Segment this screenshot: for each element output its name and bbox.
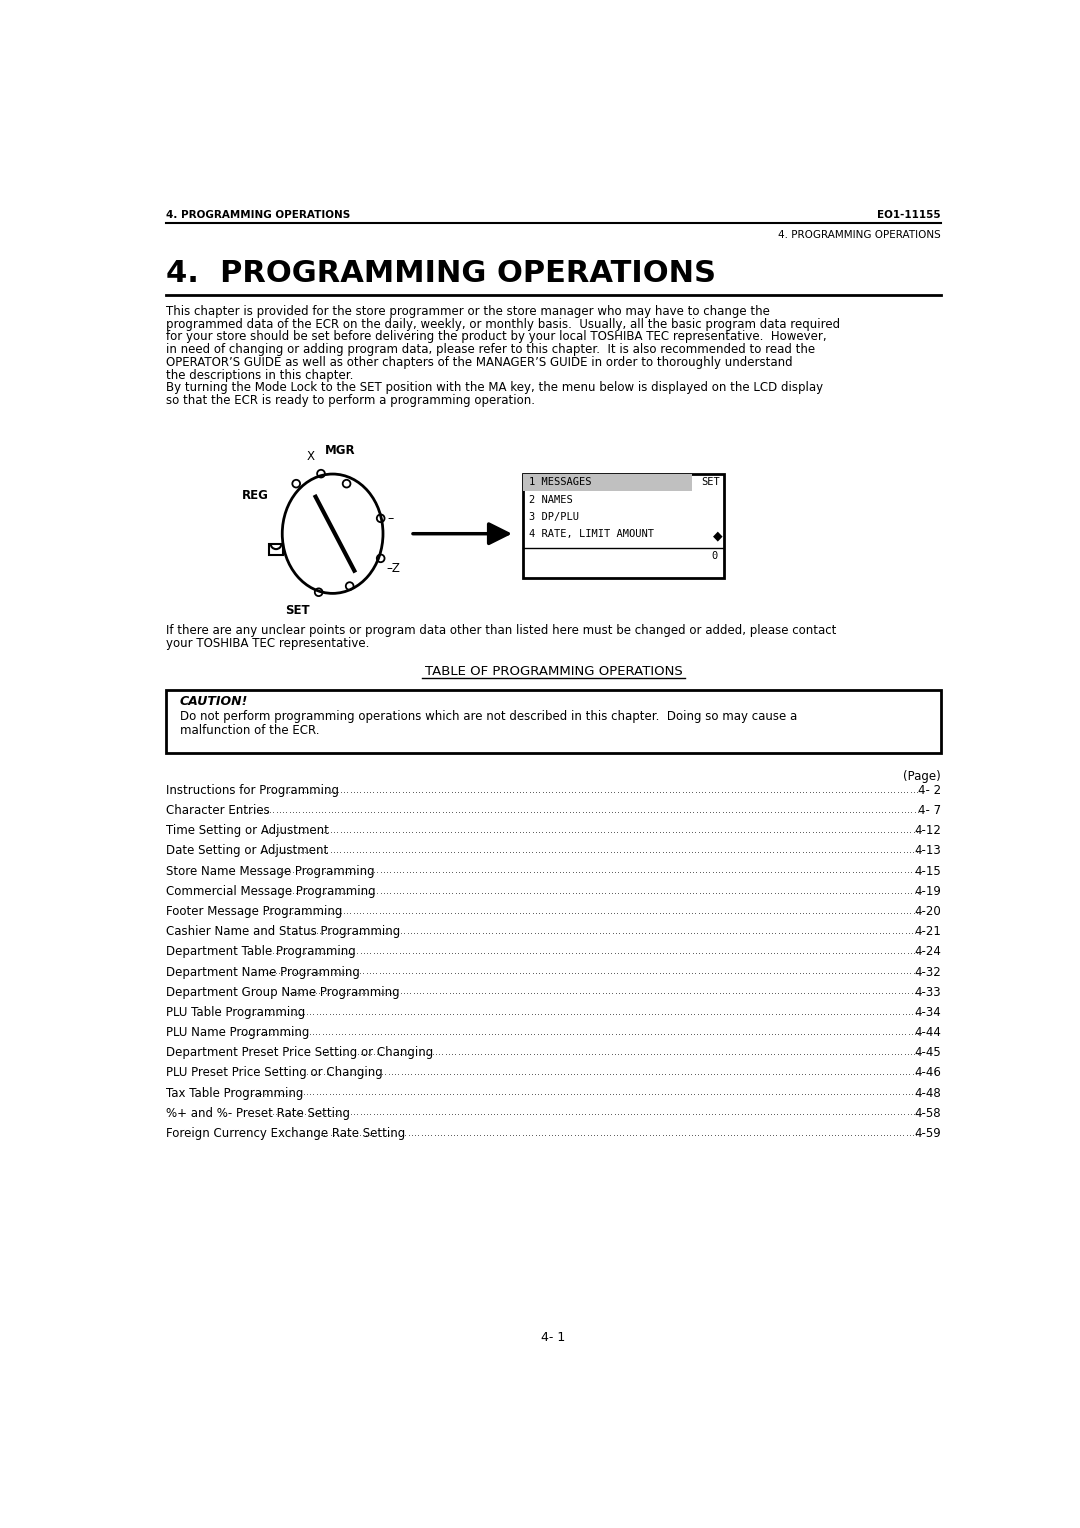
Text: Cashier Name and Status Programming: Cashier Name and Status Programming bbox=[166, 924, 401, 938]
Text: 4-12: 4-12 bbox=[914, 824, 941, 837]
Text: If there are any unclear points or program data other than listed here must be c: If there are any unclear points or progr… bbox=[166, 623, 836, 637]
Text: 4- 1: 4- 1 bbox=[541, 1331, 566, 1343]
Text: PLU Table Programming: PLU Table Programming bbox=[166, 1005, 309, 1019]
Text: –Z: –Z bbox=[387, 562, 400, 575]
Text: 4-24: 4-24 bbox=[914, 946, 941, 958]
Text: REG: REG bbox=[242, 489, 269, 501]
Text: Department Name Programming: Department Name Programming bbox=[166, 966, 360, 978]
Text: Instructions for Programming: Instructions for Programming bbox=[166, 784, 339, 798]
FancyBboxPatch shape bbox=[269, 544, 283, 555]
Text: Tax Table Programming: Tax Table Programming bbox=[166, 1086, 307, 1100]
Text: 4-15: 4-15 bbox=[915, 865, 941, 877]
Text: EO1-11155: EO1-11155 bbox=[877, 211, 941, 220]
Text: so that the ECR is ready to perform a programming operation.: so that the ECR is ready to perform a pr… bbox=[166, 394, 535, 406]
Text: 4-21: 4-21 bbox=[914, 924, 941, 938]
Text: OPERATOR’S GUIDE as well as other chapters of the MANAGER’S GUIDE in order to th: OPERATOR’S GUIDE as well as other chapte… bbox=[166, 356, 793, 368]
Text: Department Preset Price Setting or Changing: Department Preset Price Setting or Chang… bbox=[166, 1047, 437, 1059]
Text: 2 NAMES: 2 NAMES bbox=[529, 495, 572, 506]
Text: SET: SET bbox=[285, 604, 310, 617]
Text: 4.  PROGRAMMING OPERATIONS: 4. PROGRAMMING OPERATIONS bbox=[166, 258, 716, 287]
Text: Footer Message Programming: Footer Message Programming bbox=[166, 905, 346, 918]
Text: programmed data of the ECR on the daily, weekly, or monthly basis.  Usually, all: programmed data of the ECR on the daily,… bbox=[166, 318, 840, 330]
Text: 4 RATE, LIMIT AMOUNT: 4 RATE, LIMIT AMOUNT bbox=[529, 529, 653, 539]
Text: 4-20: 4-20 bbox=[915, 905, 941, 918]
Text: the descriptions in this chapter.: the descriptions in this chapter. bbox=[166, 368, 353, 382]
Text: for your store should be set before delivering the product by your local TOSHIBA: for your store should be set before deli… bbox=[166, 330, 826, 344]
Text: Date Setting or Adjustment: Date Setting or Adjustment bbox=[166, 845, 328, 857]
Text: 4-13: 4-13 bbox=[915, 845, 941, 857]
Text: 4-48: 4-48 bbox=[915, 1086, 941, 1100]
Text: 4-32: 4-32 bbox=[915, 966, 941, 978]
Text: Character Entries: Character Entries bbox=[166, 804, 273, 817]
Text: in need of changing or adding program data, please refer to this chapter.  It is: in need of changing or adding program da… bbox=[166, 344, 815, 356]
Text: MGR: MGR bbox=[325, 445, 355, 457]
Text: 4-58: 4-58 bbox=[915, 1106, 941, 1120]
Text: 4. PROGRAMMING OPERATIONS: 4. PROGRAMMING OPERATIONS bbox=[779, 229, 941, 240]
Text: 4-33: 4-33 bbox=[915, 986, 941, 999]
Text: 0: 0 bbox=[712, 550, 718, 561]
Text: Time Setting or Adjustment: Time Setting or Adjustment bbox=[166, 824, 333, 837]
FancyBboxPatch shape bbox=[524, 474, 692, 492]
Text: (Page): (Page) bbox=[903, 770, 941, 782]
Text: your TOSHIBA TEC representative.: your TOSHIBA TEC representative. bbox=[166, 637, 369, 649]
Text: 4- 7: 4- 7 bbox=[918, 804, 941, 817]
Text: TABLE OF PROGRAMMING OPERATIONS: TABLE OF PROGRAMMING OPERATIONS bbox=[424, 665, 683, 678]
Text: 4-44: 4-44 bbox=[914, 1025, 941, 1039]
FancyBboxPatch shape bbox=[166, 691, 941, 753]
Text: ◆: ◆ bbox=[713, 529, 723, 542]
Text: 4- 2: 4- 2 bbox=[918, 784, 941, 798]
Text: 3 DP/PLU: 3 DP/PLU bbox=[529, 512, 579, 523]
Text: Department Group Name Programming: Department Group Name Programming bbox=[166, 986, 400, 999]
Text: PLU Preset Price Setting or Changing: PLU Preset Price Setting or Changing bbox=[166, 1067, 387, 1079]
Text: X: X bbox=[307, 451, 315, 463]
Text: Foreign Currency Exchange Rate Setting: Foreign Currency Exchange Rate Setting bbox=[166, 1128, 409, 1140]
Text: Commercial Message Programming: Commercial Message Programming bbox=[166, 885, 379, 898]
Text: By turning the Mode Lock to the SET position with the MA key, the menu below is : By turning the Mode Lock to the SET posi… bbox=[166, 382, 823, 394]
Text: Department Table Programming: Department Table Programming bbox=[166, 946, 360, 958]
Text: 4-46: 4-46 bbox=[914, 1067, 941, 1079]
Text: Do not perform programming operations which are not described in this chapter.  : Do not perform programming operations wh… bbox=[180, 711, 797, 723]
Text: 1 MESSAGES: 1 MESSAGES bbox=[529, 477, 591, 487]
Text: This chapter is provided for the store programmer or the store manager who may h: This chapter is provided for the store p… bbox=[166, 306, 770, 318]
Text: CAUTION!: CAUTION! bbox=[180, 695, 248, 709]
Text: SET: SET bbox=[701, 477, 720, 487]
Text: 4-34: 4-34 bbox=[915, 1005, 941, 1019]
Text: 4-45: 4-45 bbox=[915, 1047, 941, 1059]
Text: 4. PROGRAMMING OPERATIONS: 4. PROGRAMMING OPERATIONS bbox=[166, 211, 350, 220]
Text: %+ and %- Preset Rate Setting: %+ and %- Preset Rate Setting bbox=[166, 1106, 350, 1120]
Text: PLU Name Programming: PLU Name Programming bbox=[166, 1025, 309, 1039]
Text: 4-59: 4-59 bbox=[915, 1128, 941, 1140]
Text: 4-19: 4-19 bbox=[914, 885, 941, 898]
Text: malfunction of the ECR.: malfunction of the ECR. bbox=[180, 724, 320, 736]
FancyBboxPatch shape bbox=[523, 474, 724, 578]
Text: Store Name Message Programming: Store Name Message Programming bbox=[166, 865, 378, 877]
Text: –: – bbox=[388, 512, 394, 524]
